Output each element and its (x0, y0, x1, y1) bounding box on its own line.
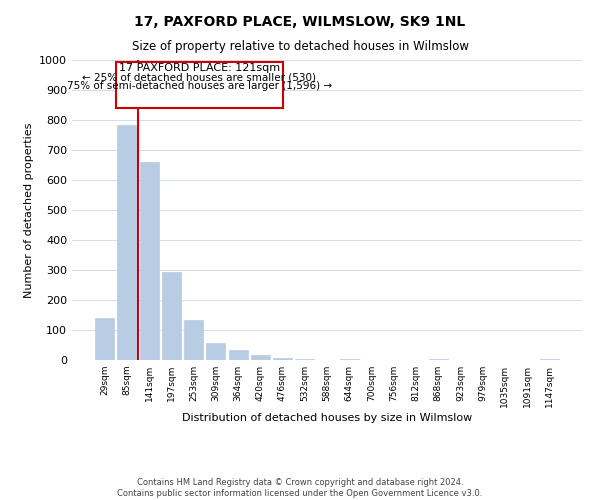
Bar (140, 162, 158, 360)
Bar (184, 320, 203, 360)
Text: 17, PAXFORD PLACE, WILMSLOW, SK9 1NL: 17, PAXFORD PLACE, WILMSLOW, SK9 1NL (134, 15, 466, 29)
Bar (229, 350, 248, 360)
Bar (429, 359, 448, 360)
Bar (273, 358, 292, 360)
Bar (251, 354, 270, 360)
Y-axis label: Number of detached properties: Number of detached properties (23, 122, 34, 298)
Bar (162, 272, 181, 360)
Bar (118, 124, 136, 360)
Text: ← 25% of detached houses are smaller (530): ← 25% of detached houses are smaller (53… (82, 72, 316, 82)
FancyBboxPatch shape (116, 62, 283, 108)
Bar (540, 359, 559, 360)
Bar (295, 358, 314, 360)
Text: Contains HM Land Registry data © Crown copyright and database right 2024.
Contai: Contains HM Land Registry data © Crown c… (118, 478, 482, 498)
Text: Size of property relative to detached houses in Wilmslow: Size of property relative to detached ho… (131, 40, 469, 53)
X-axis label: Distribution of detached houses by size in Wilmslow: Distribution of detached houses by size … (182, 412, 472, 422)
Text: 75% of semi-detached houses are larger (1,596) →: 75% of semi-detached houses are larger (… (67, 81, 332, 91)
Bar (206, 343, 225, 360)
Bar (95, 318, 114, 360)
Bar (340, 359, 359, 360)
Text: 17 PAXFORD PLACE: 121sqm: 17 PAXFORD PLACE: 121sqm (119, 63, 280, 73)
